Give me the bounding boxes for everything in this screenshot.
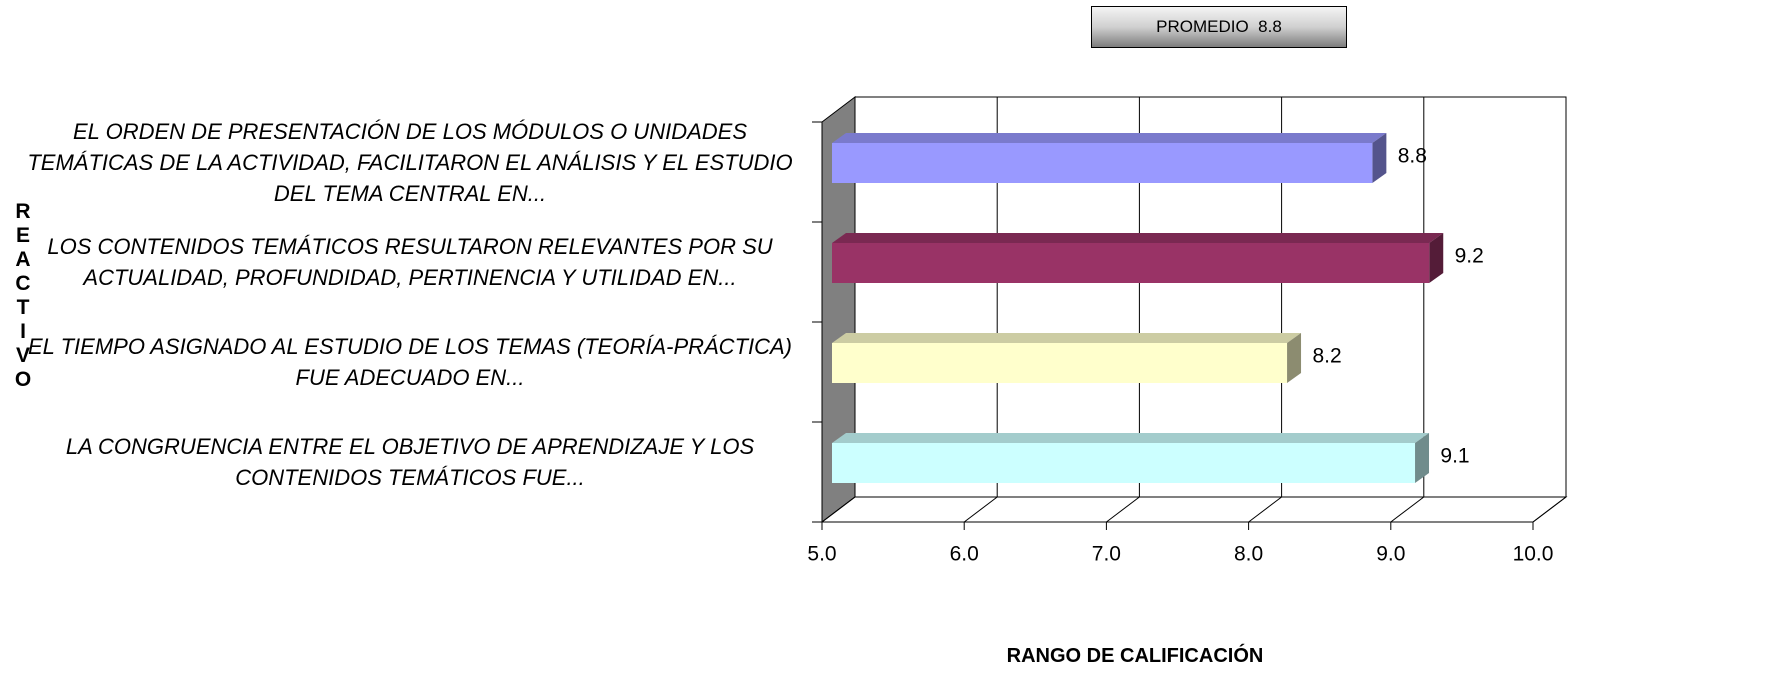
x-tick-label: 5.0 [807,543,836,566]
bar-front [832,443,1416,483]
x-tick-label: 8.0 [1234,543,1263,566]
x-tick-label: 6.0 [950,543,979,566]
floor-grid-line [1390,496,1425,523]
x-tick-label: 9.0 [1376,543,1405,566]
y-axis-label: REACTIVO [14,200,32,391]
category-label: LA CONGRUENCIA ENTRE EL OBJETIVO DE APRE… [65,434,755,490]
category-label: EL TIEMPO ASIGNADO AL ESTUDIO DE LOS TEM… [27,334,793,390]
bar [832,233,1444,283]
value-label: 8.8 [1398,145,1427,168]
bar-top [832,133,1387,143]
bar-side [1287,333,1302,383]
floor-grid-line [1248,496,1282,523]
bar [832,433,1430,483]
category-label: LOS CONTENIDOS TEMÁTICOS RESULTARON RELE… [47,234,773,290]
bar-top [832,333,1302,343]
bar-top [832,233,1444,243]
bar-top [832,433,1430,443]
bar [832,133,1387,183]
value-label: 9.1 [1440,445,1469,468]
x-tick-label: 10.0 [1513,543,1554,566]
value-label: 9.2 [1455,245,1484,268]
average-box: PROMEDIO 8.8 [1091,6,1347,48]
bar-front [832,243,1430,283]
bar-side [1415,433,1430,483]
floor [820,496,1568,523]
bar-side [1372,133,1387,183]
bar-front [832,343,1288,383]
bar-side [1429,233,1444,283]
category-label: EL ORDEN DE PRESENTACIÓN DE LOS MÓDULOS … [27,118,793,206]
bar [832,333,1302,383]
floor-grid-line [821,496,856,523]
x-axis-label: RANGO DE CALIFICACIÓN [1006,645,1264,667]
bar-front [832,143,1373,183]
value-label: 8.2 [1312,345,1341,368]
floor-grid-line [1532,496,1567,523]
x-tick-label: 7.0 [1092,543,1121,566]
floor-grid-line [963,496,998,523]
floor-grid-line [1106,496,1140,523]
